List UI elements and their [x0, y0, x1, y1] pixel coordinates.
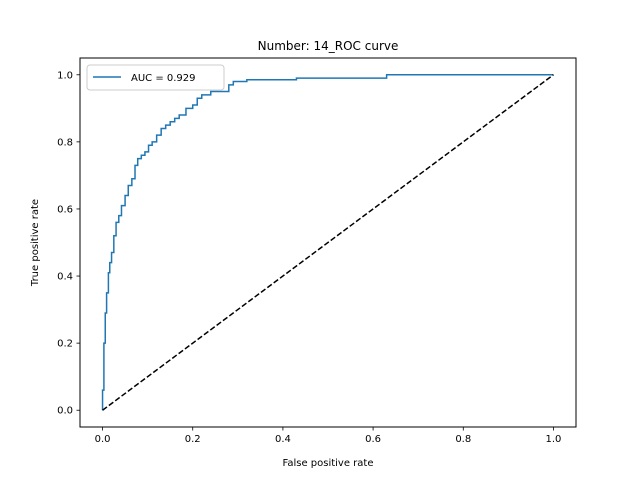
roc-curve-line — [101, 74, 554, 411]
y-tick-label: 0.6 — [57, 204, 73, 215]
legend: AUC = 0.929 — [86, 64, 225, 91]
x-tick-label: 0.6 — [365, 434, 381, 445]
axes-frame — [79, 57, 577, 428]
y-tick-label: 0.0 — [57, 406, 73, 417]
legend-box — [86, 64, 225, 91]
axis-ticks: 0.0 0.2 0.4 0.6 0.8 1.0 0.0 0.2 0.4 0.6 0.8 1.0 — [57, 70, 561, 445]
y-tick-label: 0.8 — [57, 137, 73, 148]
x-tick-label: 0.4 — [275, 434, 291, 445]
x-tick-label: 0.8 — [455, 434, 471, 445]
y-axis-label: True positive rate — [30, 199, 41, 287]
x-tick-label: 0.0 — [95, 434, 111, 445]
chart-title: Number: 14_ROC curve — [258, 39, 399, 53]
legend-label: AUC = 0.929 — [131, 73, 196, 84]
chance-diagonal-line — [102, 74, 554, 411]
x-tick-label: 0.2 — [185, 434, 201, 445]
plot-area — [79, 57, 577, 428]
y-tick-label: 1.0 — [57, 70, 73, 81]
y-tick-label: 0.4 — [57, 272, 73, 283]
x-tick-label: 1.0 — [546, 434, 562, 445]
y-tick-label: 0.2 — [57, 339, 73, 350]
x-axis-label: False positive rate — [283, 458, 374, 469]
